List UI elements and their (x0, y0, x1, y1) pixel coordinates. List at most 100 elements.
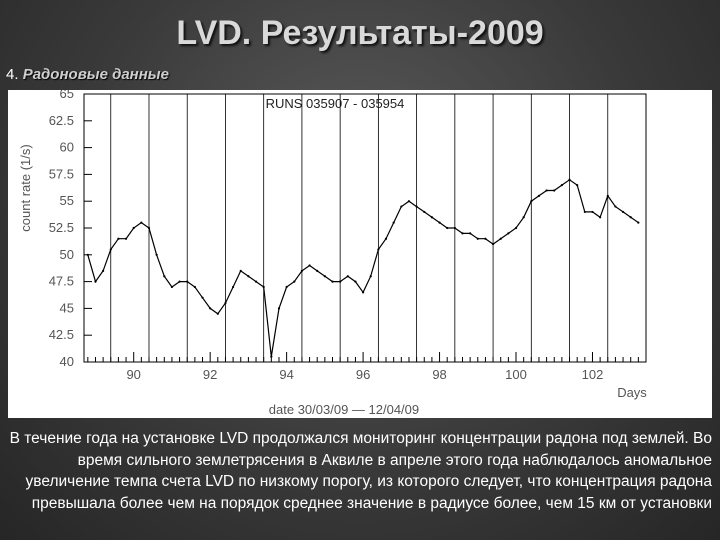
x-axis-label: Days (617, 385, 647, 400)
data-point (484, 237, 487, 240)
data-point (514, 226, 518, 230)
data-point (124, 237, 128, 240)
plot-frame (83, 93, 647, 363)
data-point (186, 280, 189, 283)
data-point (316, 269, 319, 272)
x-tick-label: 100 (505, 367, 527, 382)
data-point (537, 194, 541, 197)
y-axis-label: count rate (1/s) (18, 144, 33, 231)
data-point (216, 312, 219, 315)
x-axis-ticks: 90 92 94 96 98 100 102 (87, 352, 647, 382)
y-tick-label: 40 (60, 354, 74, 369)
y-tick-label: 42.5 (49, 327, 74, 342)
data-point (407, 200, 411, 203)
data-point (117, 237, 120, 240)
data-point (170, 285, 174, 289)
data-point (400, 205, 403, 208)
data-point (453, 226, 456, 230)
data-point (606, 194, 609, 197)
series-line-group (86, 178, 640, 358)
data-point (232, 285, 235, 289)
data-point (346, 275, 349, 278)
section-number: 4. (6, 66, 19, 83)
data-point (94, 280, 97, 283)
data-point (224, 301, 227, 305)
data-point (201, 296, 204, 299)
data-point (377, 248, 380, 251)
data-point (545, 189, 548, 192)
data-point (583, 210, 586, 214)
x-tick-label: 94 (279, 367, 293, 382)
day-boundary-lines (110, 94, 609, 362)
data-point (254, 280, 258, 283)
data-point (392, 221, 395, 224)
data-point (438, 221, 441, 224)
data-point (637, 221, 640, 224)
y-tick-label: 57.5 (49, 166, 74, 181)
data-point (522, 216, 525, 219)
data-point (621, 210, 625, 214)
section-heading: 4. Радоновые данные (6, 66, 169, 83)
y-tick-label: 60 (60, 140, 74, 155)
data-point (568, 178, 571, 181)
data-point (339, 280, 342, 283)
data-point (614, 205, 617, 208)
data-point (361, 291, 365, 294)
data-point (247, 275, 250, 278)
data-point (209, 307, 212, 310)
data-point (507, 232, 510, 235)
radon-chart-panel: 40 42.5 45 47.5 50 52.5 55 57.5 60 62.5 65 90 92 94 9… (8, 90, 712, 418)
data-point (599, 216, 602, 219)
data-point (629, 216, 632, 219)
y-tick-label: 45 (60, 300, 74, 315)
data-point (193, 285, 196, 289)
data-point (415, 205, 418, 208)
data-point (331, 280, 334, 283)
slide-title: LVD. Результаты-2009 (176, 14, 544, 52)
data-point (323, 275, 326, 278)
data-point (277, 307, 281, 310)
x-tick-label: 92 (203, 367, 217, 382)
data-point (530, 200, 533, 203)
data-point (147, 226, 151, 230)
series-line (87, 179, 639, 357)
x-tick-label: 98 (432, 367, 446, 382)
y-tick-label: 50 (60, 247, 74, 262)
data-point (285, 285, 288, 289)
data-point (354, 280, 357, 283)
x-tick-label: 102 (582, 367, 604, 382)
data-point (591, 210, 594, 214)
date-range-label: date 30/03/09 — 12/04/09 (269, 402, 419, 417)
data-point (446, 226, 449, 230)
data-point (576, 184, 579, 187)
y-tick-label: 47.5 (49, 274, 74, 289)
data-point (461, 232, 464, 235)
data-point (270, 355, 273, 358)
x-tick-label: 96 (356, 367, 370, 382)
data-point (430, 216, 434, 219)
y-axis-ticks: 40 42.5 45 47.5 50 52.5 55 57.5 60 62.5 65 (49, 90, 92, 369)
data-point (384, 237, 388, 240)
data-point (369, 275, 372, 278)
y-tick-label: 55 (60, 193, 74, 208)
data-point (102, 269, 105, 272)
data-point (553, 189, 556, 192)
data-point (163, 275, 166, 278)
section-title: Радоновые данные (22, 66, 169, 83)
data-point (560, 184, 563, 187)
data-point (262, 285, 265, 289)
data-point (178, 280, 181, 283)
data-point (140, 221, 143, 224)
data-point (132, 226, 135, 230)
data-point (308, 264, 311, 267)
y-tick-label: 62.5 (49, 113, 74, 128)
data-point (499, 237, 502, 240)
y-tick-label: 52.5 (49, 220, 74, 235)
x-tick-label: 90 (126, 367, 140, 382)
data-point (239, 269, 242, 272)
chart-title: RUNS 035907 - 035954 (266, 96, 405, 111)
data-point (293, 280, 296, 283)
data-point (469, 232, 472, 235)
y-tick-label: 65 (60, 90, 74, 101)
